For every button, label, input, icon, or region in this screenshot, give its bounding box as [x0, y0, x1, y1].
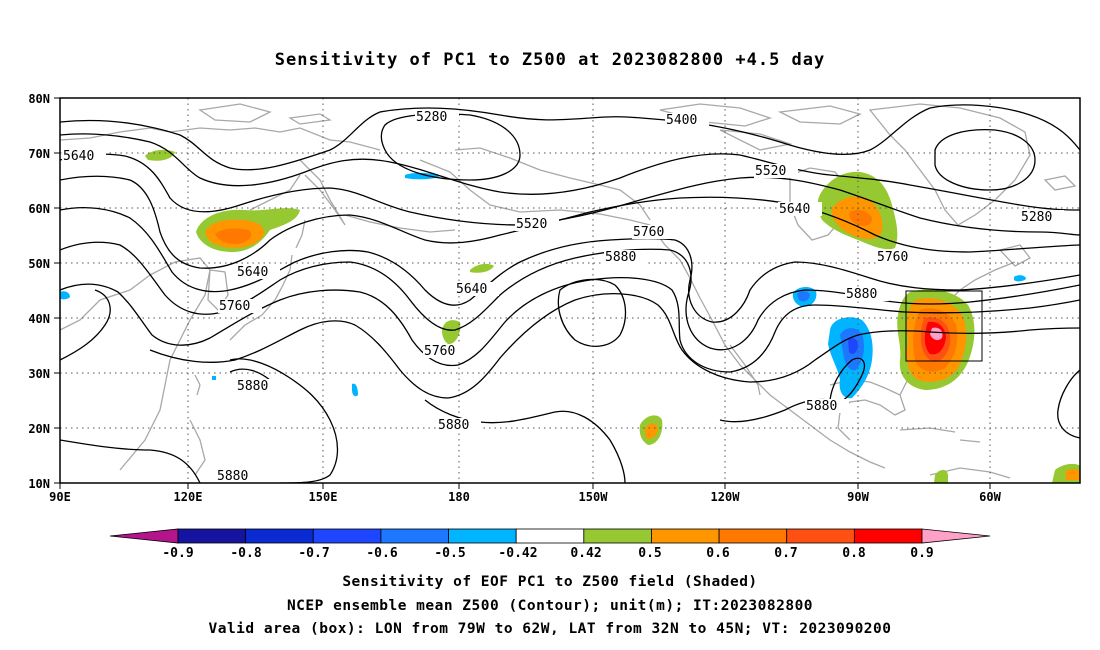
- contour-labels: 5280 5400 5640 5520 5520 5640 5760 5880 …: [62, 110, 1064, 484]
- lat-tick-label: 10N: [28, 477, 50, 491]
- colorbar-swatch: [448, 528, 517, 544]
- contour-label: 5880: [237, 379, 268, 394]
- colorbar-label: 0.7: [774, 546, 797, 561]
- caption-shaded: Sensitivity of EOF PC1 to Z500 field (Sh…: [342, 574, 758, 590]
- contour-label: 5880: [846, 287, 877, 302]
- colorbar-label: -0.7: [298, 546, 329, 561]
- colorbar-label: -0.6: [366, 546, 397, 561]
- lon-tick-label: 180: [448, 490, 470, 504]
- colorbar-right-arrow: [921, 528, 991, 544]
- colorbar-swatch: [177, 528, 247, 544]
- colorbar-label: 0.9: [910, 546, 933, 561]
- lat-tick-label: 70N: [28, 147, 50, 161]
- colorbar-label: 0.6: [706, 546, 730, 561]
- contour-label: 5280: [1021, 210, 1052, 225]
- colorbar-label: -0.8: [230, 546, 261, 561]
- lat-tick-label: 80N: [28, 92, 50, 106]
- caption-valid-area: Valid area (box): LON from 79W to 62W, L…: [208, 621, 892, 637]
- lat-tick-labels: 80N 70N 60N 50N 40N 30N 20N 10N: [28, 92, 50, 491]
- contour-label: 5280: [416, 110, 447, 125]
- colorbar-swatch: [718, 528, 788, 544]
- lon-tick-label: 150W: [579, 490, 609, 504]
- contour-label: 5880: [806, 399, 837, 414]
- contour-label: 5520: [755, 164, 786, 179]
- lon-tick-label: 90E: [49, 490, 71, 504]
- contour-label: 5760: [219, 299, 250, 314]
- contour-label: 5640: [237, 265, 268, 280]
- contour-label: 5760: [424, 344, 455, 359]
- contour-label: 5640: [63, 149, 94, 164]
- lon-tick-label: 120W: [711, 490, 741, 504]
- contour-label: 5880: [438, 418, 469, 433]
- colorbar-swatch: [651, 528, 720, 544]
- map-title: Sensitivity of PC1 to Z500 at 2023082800…: [274, 50, 826, 70]
- contour-label: 5880: [217, 469, 248, 484]
- lon-tick-labels: 90E 120E 150E 180 150W 120W 90W 60W: [49, 490, 1001, 504]
- colorbar-label: -0.5: [434, 546, 465, 561]
- lon-tick-label: 60W: [979, 490, 1001, 504]
- lon-tick-label: 150E: [309, 490, 338, 504]
- caption-contour: NCEP ensemble mean Z500 (Contour); unit(…: [286, 598, 814, 614]
- map-frame: [59, 97, 1081, 484]
- lat-tick-label: 50N: [28, 257, 50, 271]
- colorbar-swatch: [312, 528, 382, 544]
- colorbar-swatch: [515, 528, 585, 544]
- contour-label: 5640: [779, 202, 810, 217]
- colorbar-label: -0.42: [498, 546, 537, 561]
- colorbar-swatch: [583, 528, 652, 544]
- colorbar-left-arrow: [109, 528, 179, 544]
- contour-label: 5760: [633, 225, 664, 240]
- axis-ticks: [54, 97, 991, 489]
- contour-label: 5520: [516, 217, 547, 232]
- colorbar-swatch: [245, 528, 314, 544]
- colorbar-swatch: [786, 528, 855, 544]
- contour-label: 5760: [877, 250, 908, 265]
- colorbar-swatch: [380, 528, 449, 544]
- lat-tick-label: 20N: [28, 422, 50, 436]
- colorbar-label: -0.9: [162, 546, 193, 561]
- colorbar-label: 0.8: [842, 546, 866, 561]
- lat-tick-label: 60N: [28, 202, 50, 216]
- colorbar-label: 0.5: [638, 546, 661, 561]
- colorbar-label: 0.42: [570, 546, 601, 561]
- lat-tick-label: 40N: [28, 312, 50, 326]
- lon-tick-label: 90W: [847, 490, 869, 504]
- lat-tick-label: 30N: [28, 367, 50, 381]
- contour-label: 5400: [666, 113, 697, 128]
- colorbar: -0.9 -0.8 -0.7 -0.6 -0.5 -0.42 0.42 0.5 …: [109, 528, 991, 561]
- colorbar-swatch: [853, 528, 923, 544]
- contour-label: 5880: [605, 250, 636, 265]
- contour-label: 5640: [456, 282, 487, 297]
- valid-area-box: [905, 290, 983, 362]
- lon-tick-label: 120E: [174, 490, 203, 504]
